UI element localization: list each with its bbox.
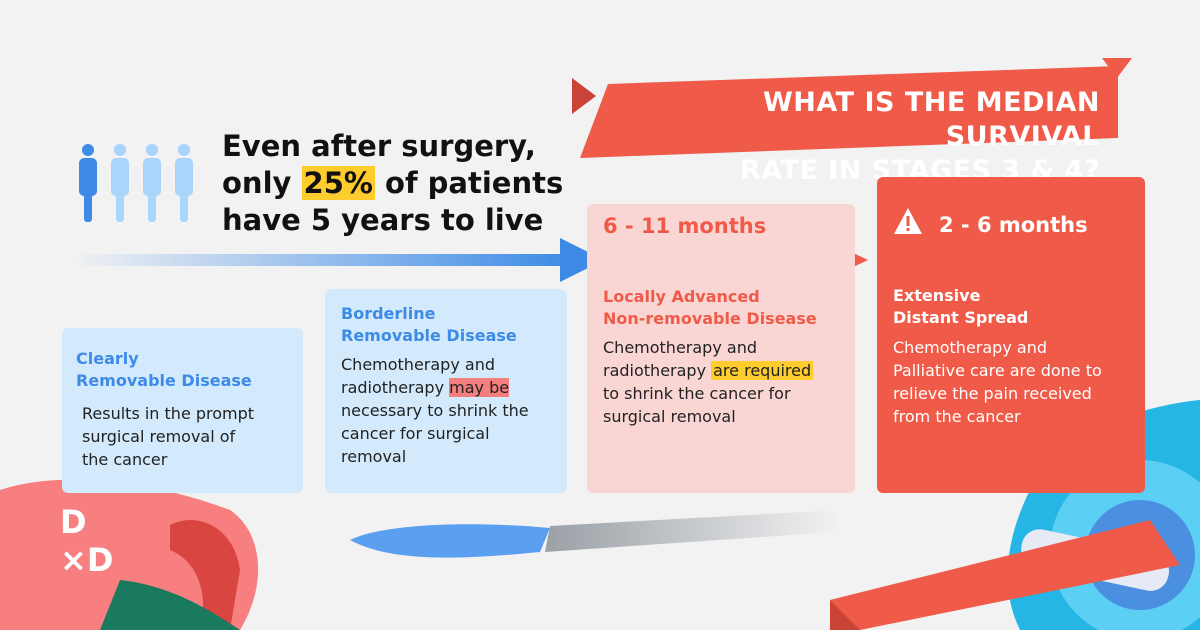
- banner-line1: WHAT IS THE MEDIAN SURVIVAL: [762, 87, 1100, 152]
- blue-arrow-head: [560, 238, 604, 282]
- card-body: Chemotherapy and radiotherapy may be nec…: [341, 353, 529, 468]
- people-graphic: [79, 144, 193, 222]
- card-body-line: Results in the prompt: [82, 404, 255, 423]
- stage-card-clearly-removable: Clearly Removable Disease Results in the…: [62, 328, 303, 493]
- card-body-line: removal: [341, 447, 407, 466]
- card-body-line: surgical removal of: [82, 427, 236, 446]
- banner-ribbon: [572, 58, 1132, 158]
- survival-months: 2 - 6 months: [939, 213, 1088, 237]
- card-title-line2: Removable Disease: [76, 371, 252, 390]
- headline-line2-pre: only: [222, 166, 302, 200]
- person-icon: [79, 144, 97, 222]
- card-body-text: radiotherapy: [341, 378, 450, 397]
- card-body: Chemotherapy and Palliative care are don…: [893, 336, 1102, 428]
- card-title: Clearly Removable Disease: [76, 348, 252, 392]
- scanner-illustration: [830, 400, 1200, 630]
- card-body-line: Chemotherapy and: [893, 338, 1047, 357]
- card-title-line1: Locally Advanced: [603, 287, 760, 306]
- card-body-line: the cancer: [82, 450, 168, 469]
- survival-months: 6 - 11 months: [603, 214, 767, 238]
- card-body-text: radiotherapy: [603, 361, 712, 380]
- card-title-line1: Clearly: [76, 349, 139, 368]
- organ-illustration: [0, 479, 259, 630]
- card-body-line: relieve the pain received: [893, 384, 1092, 403]
- card-body-line: cancer for surgical: [341, 424, 490, 443]
- banner-title: WHAT IS THE MEDIAN SURVIVAL RATE IN STAG…: [600, 86, 1100, 188]
- card-body-line: Palliative care are done to: [893, 361, 1102, 380]
- card-body-line: necessary to shrink the: [341, 401, 529, 420]
- card-body-line: Chemotherapy and: [603, 338, 757, 357]
- card-title-line2: Non-removable Disease: [603, 309, 817, 328]
- person-icon: [175, 144, 193, 222]
- headline-line2: only 25% of patients: [222, 165, 563, 202]
- stage-card-borderline-removable: Borderline Removable Disease Chemotherap…: [325, 289, 567, 493]
- person-icon: [143, 144, 161, 222]
- card-title: Borderline Removable Disease: [341, 303, 517, 347]
- card-title: Locally Advanced Non-removable Disease: [603, 286, 817, 330]
- logo-line1: D: [60, 503, 87, 541]
- card-title-line2: Removable Disease: [341, 326, 517, 345]
- headline-line1: Even after surgery,: [222, 129, 536, 163]
- card-body-line: to shrink the cancer for: [603, 384, 791, 403]
- scalpel-illustration: [350, 510, 840, 558]
- card-body-line: radiotherapy may be: [341, 376, 529, 399]
- logo-line2: ×D: [60, 541, 114, 579]
- card-title-line1: Extensive: [893, 286, 981, 305]
- card-body-line: radiotherapy are required: [603, 359, 814, 382]
- card-body-line: from the cancer: [893, 407, 1021, 426]
- headline: Even after surgery, only 25% of patients…: [222, 128, 563, 239]
- card-body-highlight: may be: [449, 378, 510, 397]
- card-body: Results in the prompt surgical removal o…: [82, 402, 254, 471]
- warning-icon: [894, 208, 922, 234]
- card-title-line1: Borderline: [341, 304, 436, 323]
- card-body-line: Chemotherapy and: [341, 355, 495, 374]
- card-title-line2: Distant Spread: [893, 308, 1029, 327]
- card-body-line: surgical removal: [603, 407, 736, 426]
- stage-card-locally-advanced: 6 - 11 months Locally Advanced Non-remov…: [587, 204, 855, 493]
- headline-highlight: 25%: [301, 166, 375, 200]
- card-body: Chemotherapy and radiotherapy are requir…: [603, 336, 814, 428]
- headline-line2-post: of patients: [374, 166, 564, 200]
- card-body-highlight: are required: [711, 361, 814, 380]
- stage-card-extensive-spread: 2 - 6 months Extensive Distant Spread Ch…: [877, 177, 1145, 493]
- dxd-logo: D ×D: [60, 503, 113, 579]
- person-icon: [111, 144, 129, 222]
- headline-line3: have 5 years to live: [222, 203, 544, 237]
- card-title: Extensive Distant Spread: [893, 285, 1028, 329]
